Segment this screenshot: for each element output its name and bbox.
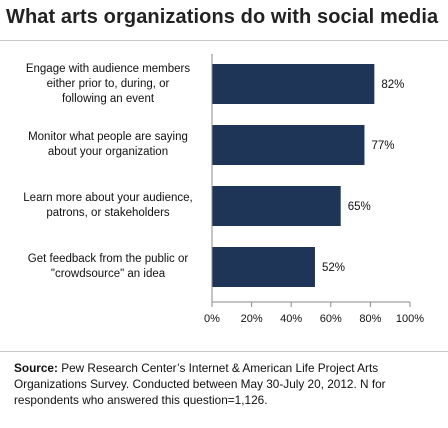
bar-2 xyxy=(212,125,365,165)
category-label-1: Engage with audience members either prior… xyxy=(8,62,208,107)
bar-chart: 82% 77% 65% 52% 0% 20% 40% 60% 80% 100% xyxy=(204,54,424,325)
category-label-line: Learn more about your audience, xyxy=(23,192,193,204)
footer-divider xyxy=(0,351,448,352)
x-tick-label-40: 40% xyxy=(280,313,302,325)
source-note: Source: Pew Research Center’s Internet &… xyxy=(14,360,438,408)
data-label-1: 82% xyxy=(381,79,404,91)
title-divider xyxy=(0,40,448,41)
category-label-line: following an event xyxy=(61,92,155,105)
source-text: Pew Research Center’s Internet & America… xyxy=(14,361,386,407)
bar-1 xyxy=(212,64,375,104)
category-label-line: Monitor what people are saying xyxy=(28,131,188,143)
source-label: Source: xyxy=(14,361,58,375)
chart-area: Engage with audience members either prior… xyxy=(0,50,448,340)
bar-4 xyxy=(212,247,315,287)
data-label-3: 65% xyxy=(348,201,371,213)
category-label-line: about your organization xyxy=(47,146,169,158)
bar-3 xyxy=(212,186,341,226)
data-label-2: 77% xyxy=(371,140,394,152)
x-tick-label-20: 20% xyxy=(241,313,263,325)
category-label-3: Learn more about your audience, patrons, … xyxy=(8,191,208,221)
category-label-line: "crowdsource" an idea xyxy=(50,268,166,280)
category-label-line: either prior to, during, or xyxy=(46,77,170,90)
x-tick-label-0: 0% xyxy=(204,313,220,325)
category-label-2: Monitor what people are saying about your… xyxy=(8,130,208,160)
category-label-line: Engage with audience members xyxy=(25,62,191,75)
x-tick-label-60: 60% xyxy=(320,313,342,325)
data-label-4: 52% xyxy=(322,262,345,274)
category-label-line: patrons, or stakeholders xyxy=(46,207,170,219)
category-label-4: Get feedback from the public or "crowdsou… xyxy=(8,252,208,282)
category-label-line: Get feedback from the public or xyxy=(27,253,189,265)
x-tick-label-80: 80% xyxy=(359,313,381,325)
chart-title: What arts organizations do with social m… xyxy=(6,6,439,28)
x-tick-label-100: 100% xyxy=(396,313,424,325)
